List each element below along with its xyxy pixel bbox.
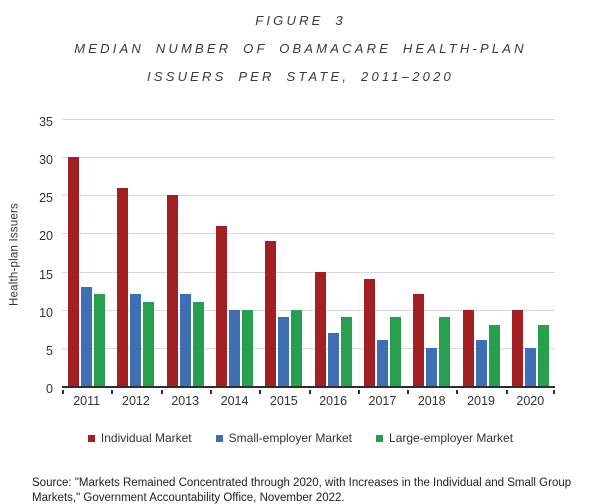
x-tick-mark [161,390,163,394]
legend-item: Large-employer Market [376,431,513,445]
x-tick-label: 2012 [122,394,150,408]
legend-label: Individual Market [100,431,192,445]
gridline [62,271,555,273]
bar-groups [62,121,555,386]
x-tick-mark [553,390,555,394]
bar [363,279,375,386]
bar [426,347,438,386]
x-tick-mark [210,390,212,394]
x-tick-mark [506,390,508,394]
bar-group [407,121,456,386]
legend-swatch-icon [376,434,384,442]
gridline [62,233,555,235]
gridline [62,347,555,349]
y-tick-label: 30 [39,153,53,168]
x-tick-label: 2020 [516,394,545,408]
x-tick-label: 2018 [417,394,446,408]
bar [81,286,93,386]
x-tick-label: 2019 [467,394,495,408]
bar [475,340,487,386]
bar [130,294,142,386]
bar [265,241,277,386]
bar-group [161,121,210,386]
x-tick-mark [456,390,458,394]
gridline [62,195,555,197]
x-tick-label: 2014 [220,394,249,408]
bar-group [62,121,111,386]
bar [192,302,204,386]
y-tick-label: 35 [39,115,53,129]
bar [314,271,326,386]
x-tick-mark [309,390,311,394]
bar [229,309,241,386]
bar [242,309,254,386]
source-note: Source: "Markets Remained Concentrated t… [32,477,572,504]
bar [488,324,500,386]
figure-title-block: FIGURE 3 MEDIAN NUMBER OF OBAMACARE HEAL… [0,0,601,91]
bar [179,294,191,386]
x-tick-label: 2013 [171,394,200,408]
bar [216,225,228,386]
y-tick-label: 15 [39,267,53,282]
bar [143,302,155,386]
bar [291,309,303,386]
bar [340,317,352,386]
y-tick-label: 5 [46,343,53,358]
y-tick-label: 0 [46,382,53,396]
x-tick-mark [407,390,409,394]
bar-group [308,121,357,386]
y-tick-label: 20 [39,229,53,244]
bar-group [210,121,259,386]
figure-number: FIGURE 3 [255,13,346,28]
x-tick-label: 2017 [368,394,397,408]
figure-title-line-2: ISSUERS PER STATE, 2011–2020 [147,69,454,84]
bar [117,187,129,386]
bar [94,294,106,386]
bar [413,294,425,386]
bar [327,332,339,386]
bar-group [506,121,555,386]
legend-swatch-icon [215,434,223,442]
bar [376,340,388,386]
legend-item: Individual Market [87,431,192,445]
x-tick-label: 2015 [269,394,298,408]
bar [537,324,549,386]
bar-group [456,121,505,386]
gridline [62,309,555,311]
legend-swatch-icon [87,434,95,442]
bar [462,309,474,386]
legend-item: Small-employer Market [215,431,353,445]
bar [68,157,80,386]
bar [511,309,523,386]
bar-group [358,121,407,386]
bar-group [259,121,308,386]
x-tick-mark [111,390,113,394]
legend-label: Large-employer Market [389,431,514,445]
x-tick-mark [358,390,360,394]
bar [278,317,290,386]
x-tick-mark [259,390,261,394]
gridline [62,157,555,159]
x-axis-tick-labels: 2011 2012 2013 2014 2015 2016 2017 2018 2019 2020 [62,394,555,408]
x-axis-tick-marks [62,390,555,395]
bar [439,317,451,386]
y-tick-label: 10 [39,305,53,320]
x-tick-label: 2016 [319,394,348,408]
bar [389,317,401,386]
plot-area [62,119,555,388]
y-axis-tick-labels: 0 5 10 15 20 25 30 35 [0,115,53,396]
bar [524,347,536,386]
legend-label: Small-employer Market [228,431,353,445]
x-tick-mark [62,390,64,394]
bar [166,195,178,386]
legend: Individual Market Small-employer Market La… [0,431,601,445]
x-tick-label: 2011 [73,394,101,408]
gridline [62,119,555,120]
bar-group [111,121,160,386]
y-tick-label: 25 [39,191,53,206]
figure-title-line-1: MEDIAN NUMBER OF OBAMACARE HEALTH-PLAN [74,41,527,56]
